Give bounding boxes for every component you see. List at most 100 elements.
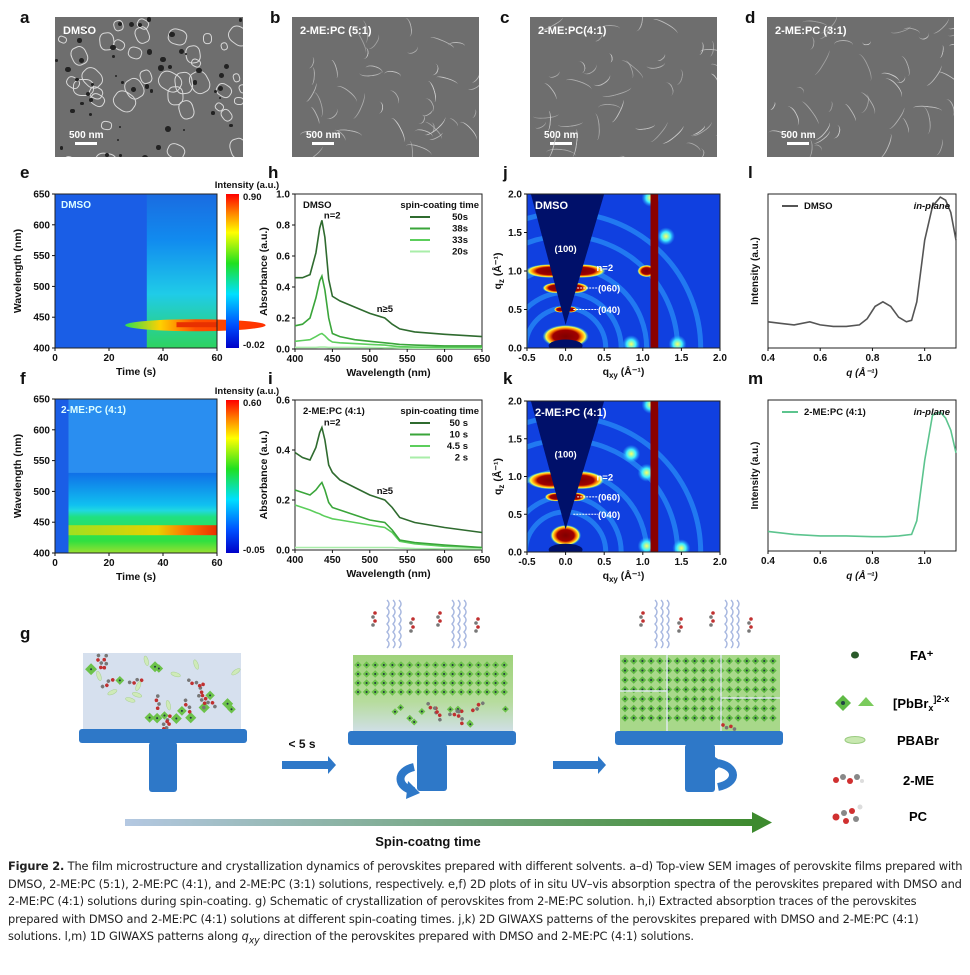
solvent-molecule-icon bbox=[127, 677, 144, 685]
x-axis-label: q (Å⁻¹) bbox=[846, 366, 878, 379]
pbbr-octahedron-icon bbox=[629, 657, 638, 665]
annotation-in-plane: in-plane bbox=[914, 407, 951, 418]
spin-chuck-shaft bbox=[417, 744, 447, 791]
sem-pore bbox=[213, 89, 218, 94]
y-tick-label: 550 bbox=[33, 251, 50, 262]
sem-image-4-1: 2-ME:PC(4:1) 500 nm bbox=[530, 17, 717, 157]
sem-pore bbox=[80, 102, 84, 106]
sem-pore bbox=[158, 65, 164, 71]
sem-pore bbox=[211, 111, 216, 115]
sem-pore bbox=[88, 97, 93, 102]
pbbr-octahedron-icon bbox=[760, 704, 768, 713]
figure-number: Figure 2. bbox=[8, 859, 65, 873]
evaporation-wave-icon bbox=[730, 599, 734, 649]
sem-pore bbox=[75, 77, 79, 82]
beamstop bbox=[548, 339, 583, 348]
line-chart-l: DMSO in-plane 0.4 0.6 0.8 1.0 q (Å⁻¹) Intensity… bbox=[750, 193, 957, 379]
pbabr-disc-icon bbox=[135, 681, 142, 691]
annotation-100: (100) bbox=[555, 450, 577, 461]
plot-frame bbox=[294, 193, 483, 350]
y-tick-label: 0.0 bbox=[508, 344, 522, 355]
solvent-molecule-icon bbox=[747, 617, 753, 633]
giwaxs-pattern bbox=[527, 401, 720, 552]
pbbr-octahedron-icon bbox=[397, 704, 405, 712]
solvent-molecule-icon bbox=[639, 611, 645, 627]
pbbr-octahedron-icon bbox=[760, 657, 768, 665]
x-tick-label: 20 bbox=[103, 353, 115, 364]
pbbr-octahedron-icon bbox=[391, 708, 399, 716]
plot-frame bbox=[767, 399, 957, 552]
pbbr-octahedron-icon bbox=[656, 666, 664, 675]
legend-label-fa: FA⁺ bbox=[910, 648, 934, 663]
legend-title: spin-coating time bbox=[400, 406, 479, 417]
sem-pore bbox=[147, 17, 152, 22]
pbbr-octahedron-icon bbox=[406, 714, 414, 722]
y-tick-label: 0.0 bbox=[508, 548, 522, 559]
sem-pore bbox=[121, 81, 124, 85]
pbbr-octahedron-icon bbox=[743, 685, 751, 694]
sem-pore bbox=[182, 129, 185, 132]
y-tick-label: 1.0 bbox=[276, 190, 290, 201]
panel-label-c: c bbox=[500, 8, 510, 27]
pbbr-octahedron-icon bbox=[410, 718, 418, 726]
pbbr-octahedron-icon bbox=[743, 657, 751, 665]
y-tick-label: 0.2 bbox=[276, 314, 290, 325]
series-line bbox=[767, 411, 957, 538]
solvent-molecule-icon bbox=[96, 653, 104, 670]
substrate-streak bbox=[650, 194, 659, 348]
solvent-molecule-icon bbox=[371, 611, 377, 627]
schematic-g: < 5 s Spin-coatng time FA⁺ bbox=[79, 599, 949, 849]
sem-pore bbox=[219, 72, 225, 78]
pbabr-disc-icon bbox=[143, 655, 149, 666]
y-tick-label: 400 bbox=[33, 344, 50, 355]
evaporation-wave-icon bbox=[457, 599, 461, 649]
x-tick-label: 0.8 bbox=[865, 353, 879, 364]
solvent-molecule-icon bbox=[199, 693, 207, 710]
n2-absorption-band bbox=[68, 525, 217, 536]
x-tick-label: 0.5 bbox=[597, 557, 611, 568]
giwaxs-pattern bbox=[527, 194, 720, 348]
annotation-n2: n=2 bbox=[324, 418, 341, 429]
2me-molecule-icon bbox=[833, 774, 864, 784]
legend-label-2me: 2-ME bbox=[903, 773, 934, 788]
y-tick-label: 450 bbox=[33, 518, 50, 529]
evaporation-wave-icon bbox=[451, 599, 455, 649]
scale-bar-label: 500 nm bbox=[781, 130, 816, 141]
y-tick-label: 600 bbox=[33, 425, 50, 436]
pbbr-octahedron-icon bbox=[629, 695, 638, 703]
y-tick-label: 0.5 bbox=[508, 510, 522, 521]
scale-bar: 500 nm bbox=[544, 130, 578, 145]
pbbr-octahedron-icon bbox=[760, 714, 768, 722]
pbbr-octahedron-icon bbox=[656, 714, 664, 722]
x-tick-label: -0.5 bbox=[518, 353, 536, 364]
inset-label: DMSO bbox=[61, 200, 91, 211]
sem-pore bbox=[131, 87, 137, 93]
heatmap-e: DMSO 0 20 40 60 400 450 500 550 600 650 Time (s) Wav… bbox=[12, 180, 279, 378]
annotation-n2: n=2 bbox=[596, 472, 613, 483]
pbabr-disc-icon bbox=[193, 659, 199, 670]
evaporation-wave-icon bbox=[724, 599, 728, 649]
x-tick-label: 450 bbox=[324, 354, 341, 365]
pbbr-octahedron-icon bbox=[673, 676, 681, 684]
panel-label-d: d bbox=[745, 8, 756, 27]
line-chart-m: 2-ME:PC (4:1) in-plane 0.4 0.6 0.8 1.0 q (Å⁻¹)… bbox=[750, 399, 957, 582]
legend-entry: DMSO bbox=[804, 201, 833, 212]
x-axis-label: Time (s) bbox=[116, 571, 156, 583]
sem-pore bbox=[118, 125, 122, 128]
y-axis-label: Absorbance (a.u.) bbox=[258, 431, 270, 520]
panel-label-f: f bbox=[20, 369, 26, 388]
sem-pore bbox=[65, 66, 71, 73]
solvent-molecule-icon bbox=[203, 696, 217, 709]
x-tick-label: 1.0 bbox=[636, 557, 650, 568]
series-line-50s bbox=[294, 425, 483, 534]
y-tick-label: 0.0 bbox=[276, 546, 290, 557]
y-tick-label: 0.4 bbox=[276, 446, 290, 457]
x-tick-label: 0.8 bbox=[865, 556, 879, 567]
spin-chuck-shaft bbox=[685, 744, 715, 792]
x-tick-label: 400 bbox=[287, 555, 304, 566]
sem-pore bbox=[118, 154, 122, 157]
x-tick-label: 450 bbox=[324, 555, 341, 566]
sem-pore bbox=[196, 67, 203, 74]
peak-intensity-band bbox=[176, 322, 217, 328]
series-line bbox=[767, 196, 957, 328]
